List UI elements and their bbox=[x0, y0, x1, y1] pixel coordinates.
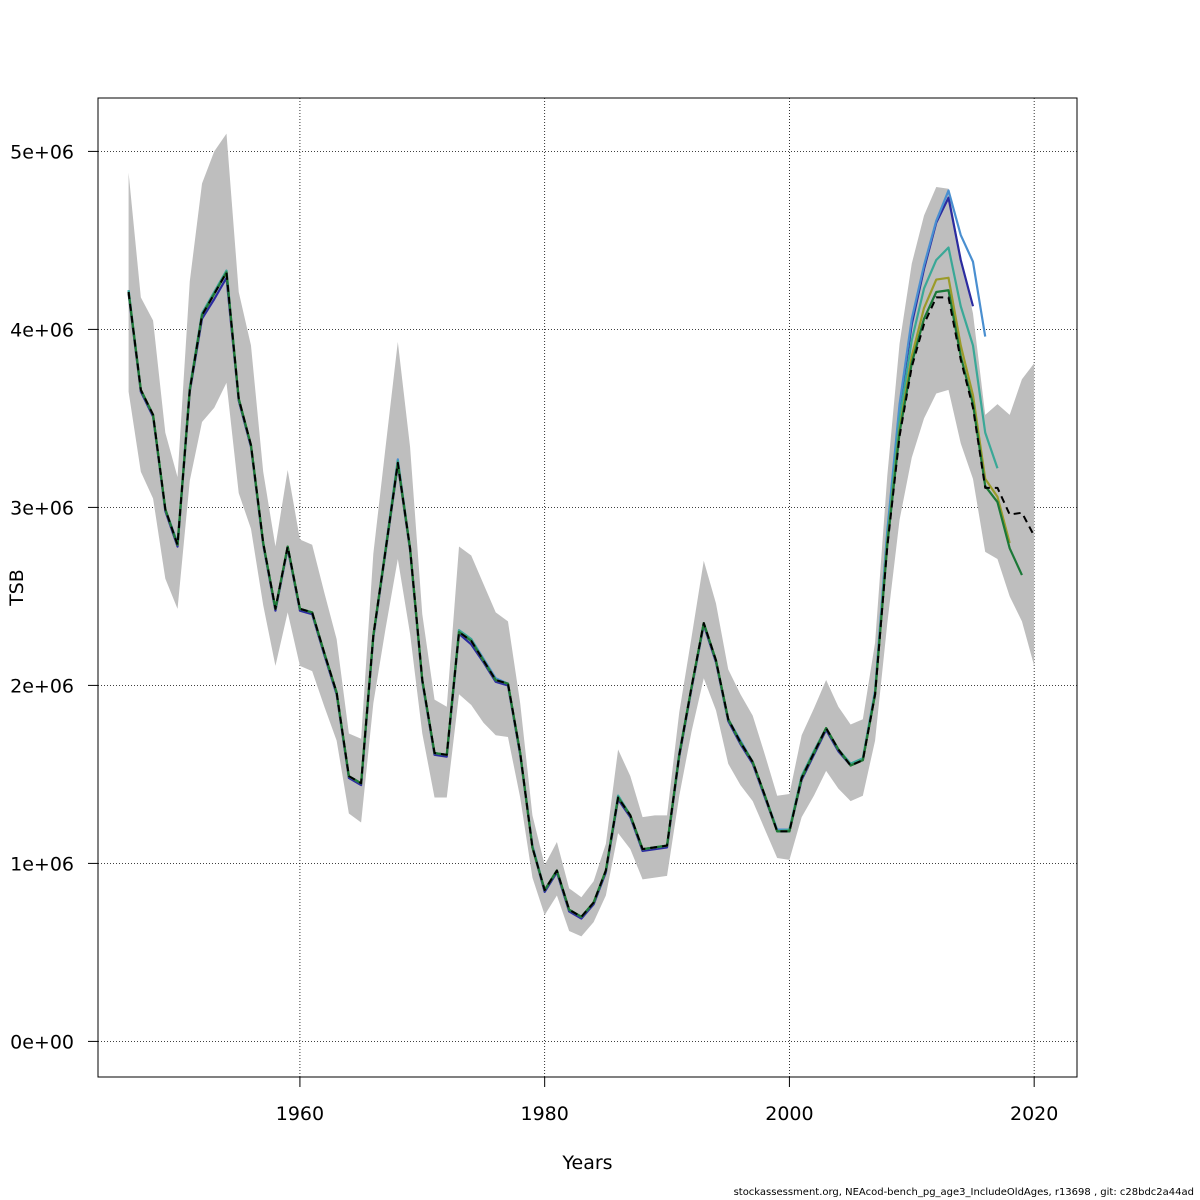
x-tick-label: 1960 bbox=[276, 1103, 324, 1125]
series-line-5 bbox=[127, 196, 975, 920]
y-axis: 0e+00 1e+06 2e+06 3e+06 4e+06 5e+06 bbox=[10, 141, 99, 1053]
x-axis-title: Years bbox=[561, 1152, 612, 1174]
y-tick-label: 0e+00 bbox=[10, 1031, 74, 1053]
series-lines-group bbox=[127, 189, 1036, 920]
x-axis: 1960 1980 2000 2020 bbox=[276, 1076, 1058, 1125]
series-line-2 bbox=[127, 271, 1011, 918]
x-tick-label: 1980 bbox=[520, 1103, 568, 1125]
series-line-3 bbox=[127, 246, 999, 918]
confidence-band bbox=[128, 133, 1035, 937]
y-tick-label: 5e+06 bbox=[10, 141, 74, 163]
y-tick-label: 4e+06 bbox=[10, 319, 74, 341]
x-tick-label: 2020 bbox=[1010, 1103, 1058, 1125]
x-tick-label: 2000 bbox=[765, 1103, 813, 1125]
y-tick-label: 1e+06 bbox=[10, 853, 74, 875]
y-tick-label: 2e+06 bbox=[10, 675, 74, 697]
series-line-0 bbox=[127, 271, 1036, 918]
footer-credit: stockassessment.org, NEAcod-bench_pg_age… bbox=[733, 1187, 1194, 1198]
y-axis-title: TSB bbox=[6, 569, 28, 607]
y-tick-label: 3e+06 bbox=[10, 497, 74, 519]
confidence-band-group bbox=[128, 133, 1035, 937]
